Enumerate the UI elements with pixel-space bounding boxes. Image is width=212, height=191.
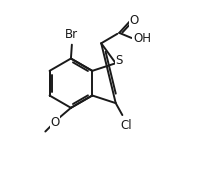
Text: S: S [116, 54, 123, 67]
Text: Br: Br [65, 28, 78, 41]
Text: OH: OH [133, 32, 151, 45]
Text: O: O [129, 14, 138, 27]
Text: O: O [50, 116, 59, 129]
Text: Cl: Cl [120, 119, 132, 132]
